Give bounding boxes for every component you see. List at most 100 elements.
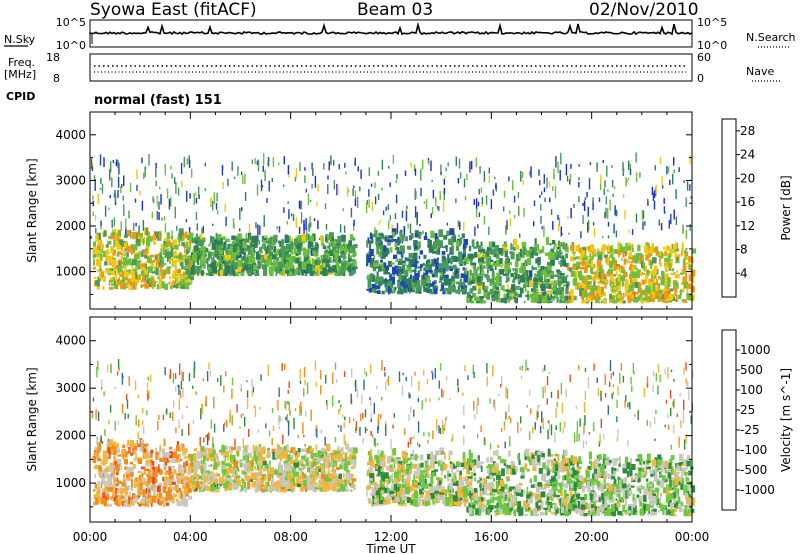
velocity-speckle-cell [175,386,177,392]
power-echo-cell [397,239,402,243]
velocity-echo-cell [120,480,122,484]
power-echo-cell [581,283,587,290]
power-echo-cell [284,235,290,243]
velocity-speckle-cell [97,361,99,371]
power-echo-cell [456,240,460,247]
power-speckle-cell [447,162,449,167]
power-echo-cell [316,259,320,267]
power-echo-cell [514,260,519,268]
power-speckle-cell [631,229,634,235]
power-echo-cell [490,248,496,255]
power-echo-cell [123,242,128,249]
power-echo-cell [470,260,473,266]
power-echo-cell [318,237,321,241]
power-speckle-cell [583,200,586,211]
power-echo-cell [661,297,665,303]
velocity-speckle-cell [201,403,204,414]
power-echo-cell [257,265,261,269]
power-echo-cell [353,266,358,270]
power-speckle-cell [295,217,297,228]
velocity-echo-cell [293,470,296,478]
power-echo-cell [260,254,265,259]
velocity-speckle-cell [117,359,120,370]
velocity-echo-cell [150,449,154,454]
power-echo-cell [391,262,395,265]
power-echo-cell [640,272,645,275]
velocity-speckle-cell [288,381,290,389]
power-echo-cell [674,282,679,289]
power-speckle-cell [303,220,305,231]
power-speckle-cell [276,226,278,230]
power-echo-cell [176,259,182,262]
velocity-speckle-cell [355,421,358,431]
power-echo-cell [236,249,239,255]
power-echo-cell [656,278,659,285]
velocity-echo-cell [341,459,345,462]
power-speckle-cell [283,156,285,165]
power-echo-cell [367,280,372,288]
power-speckle-cell [381,159,384,170]
velocity-speckle-cell [603,433,605,440]
velocity-speckle-cell [664,368,666,375]
velocity-speckle-cell [326,403,328,411]
power-echo-cell [414,230,419,237]
velocity-echo-cell [147,483,151,489]
power-echo-cell [391,235,394,243]
velocity-speckle-cell [285,416,287,421]
power-speckle-cell [469,161,471,173]
power-echo-cell [251,257,256,264]
power-echo-cell [422,284,426,289]
power-speckle-cell [202,226,204,234]
power-speckle-cell [298,226,301,234]
power-echo-cell [289,241,294,250]
velocity-echo-cell [207,452,210,461]
velocity-echo-cell [140,466,146,470]
velocity-speckle-cell [146,410,148,416]
velocity-echo-cell [142,445,145,454]
power-speckle-cell [370,183,373,187]
power-echo-cell [512,268,515,272]
velocity-speckle-cell [673,379,675,382]
power-echo-cell [266,240,271,244]
velocity-speckle-cell [137,394,139,399]
power-echo-cell [677,294,681,300]
velocity-speckle-cell [413,435,415,440]
power-echo-cell [123,265,126,272]
velocity-speckle-cell [593,363,595,371]
power-echo-cell [571,251,576,254]
power-echo-cell [295,266,298,270]
power-echo-cell [248,248,252,255]
velocity-speckle-cell [527,367,529,371]
power-echo-cell [236,239,240,247]
power-echo-cell [348,240,353,247]
power-speckle-cell [587,222,589,233]
power-echo-cell [478,256,482,263]
power-speckle-cell [97,193,99,205]
velocity-echo-cell [192,481,196,486]
power-speckle-cell [488,226,490,235]
power-echo-cell [615,271,618,276]
power-speckle [90,152,692,240]
power-echo-cell [683,250,687,254]
power-echo-cell [581,300,586,304]
power-echo-cell [559,294,562,299]
velocity-echo-cell [296,477,300,485]
velocity-echo-cell [149,492,151,496]
power-echo-cell [197,254,201,258]
power-echo-cell [526,258,532,266]
power-echo-cell [455,269,459,272]
power-echo-cell [564,277,567,282]
velocity-speckle-cell [670,369,673,372]
power-speckle-cell [155,162,157,169]
velocity-echo-cell [293,465,297,471]
velocity-speckle-cell [473,405,475,409]
velocity-speckle-cell [652,385,654,393]
power-echo-cell [162,258,165,265]
power-echo-cell [378,242,383,246]
power-echo-cell [294,258,300,264]
power-speckle-cell [668,220,670,229]
power-echo-cell [170,248,174,256]
power-echo-cell [535,258,540,264]
velocity-echo-cell [153,490,156,496]
power-echo-cell [199,234,203,241]
